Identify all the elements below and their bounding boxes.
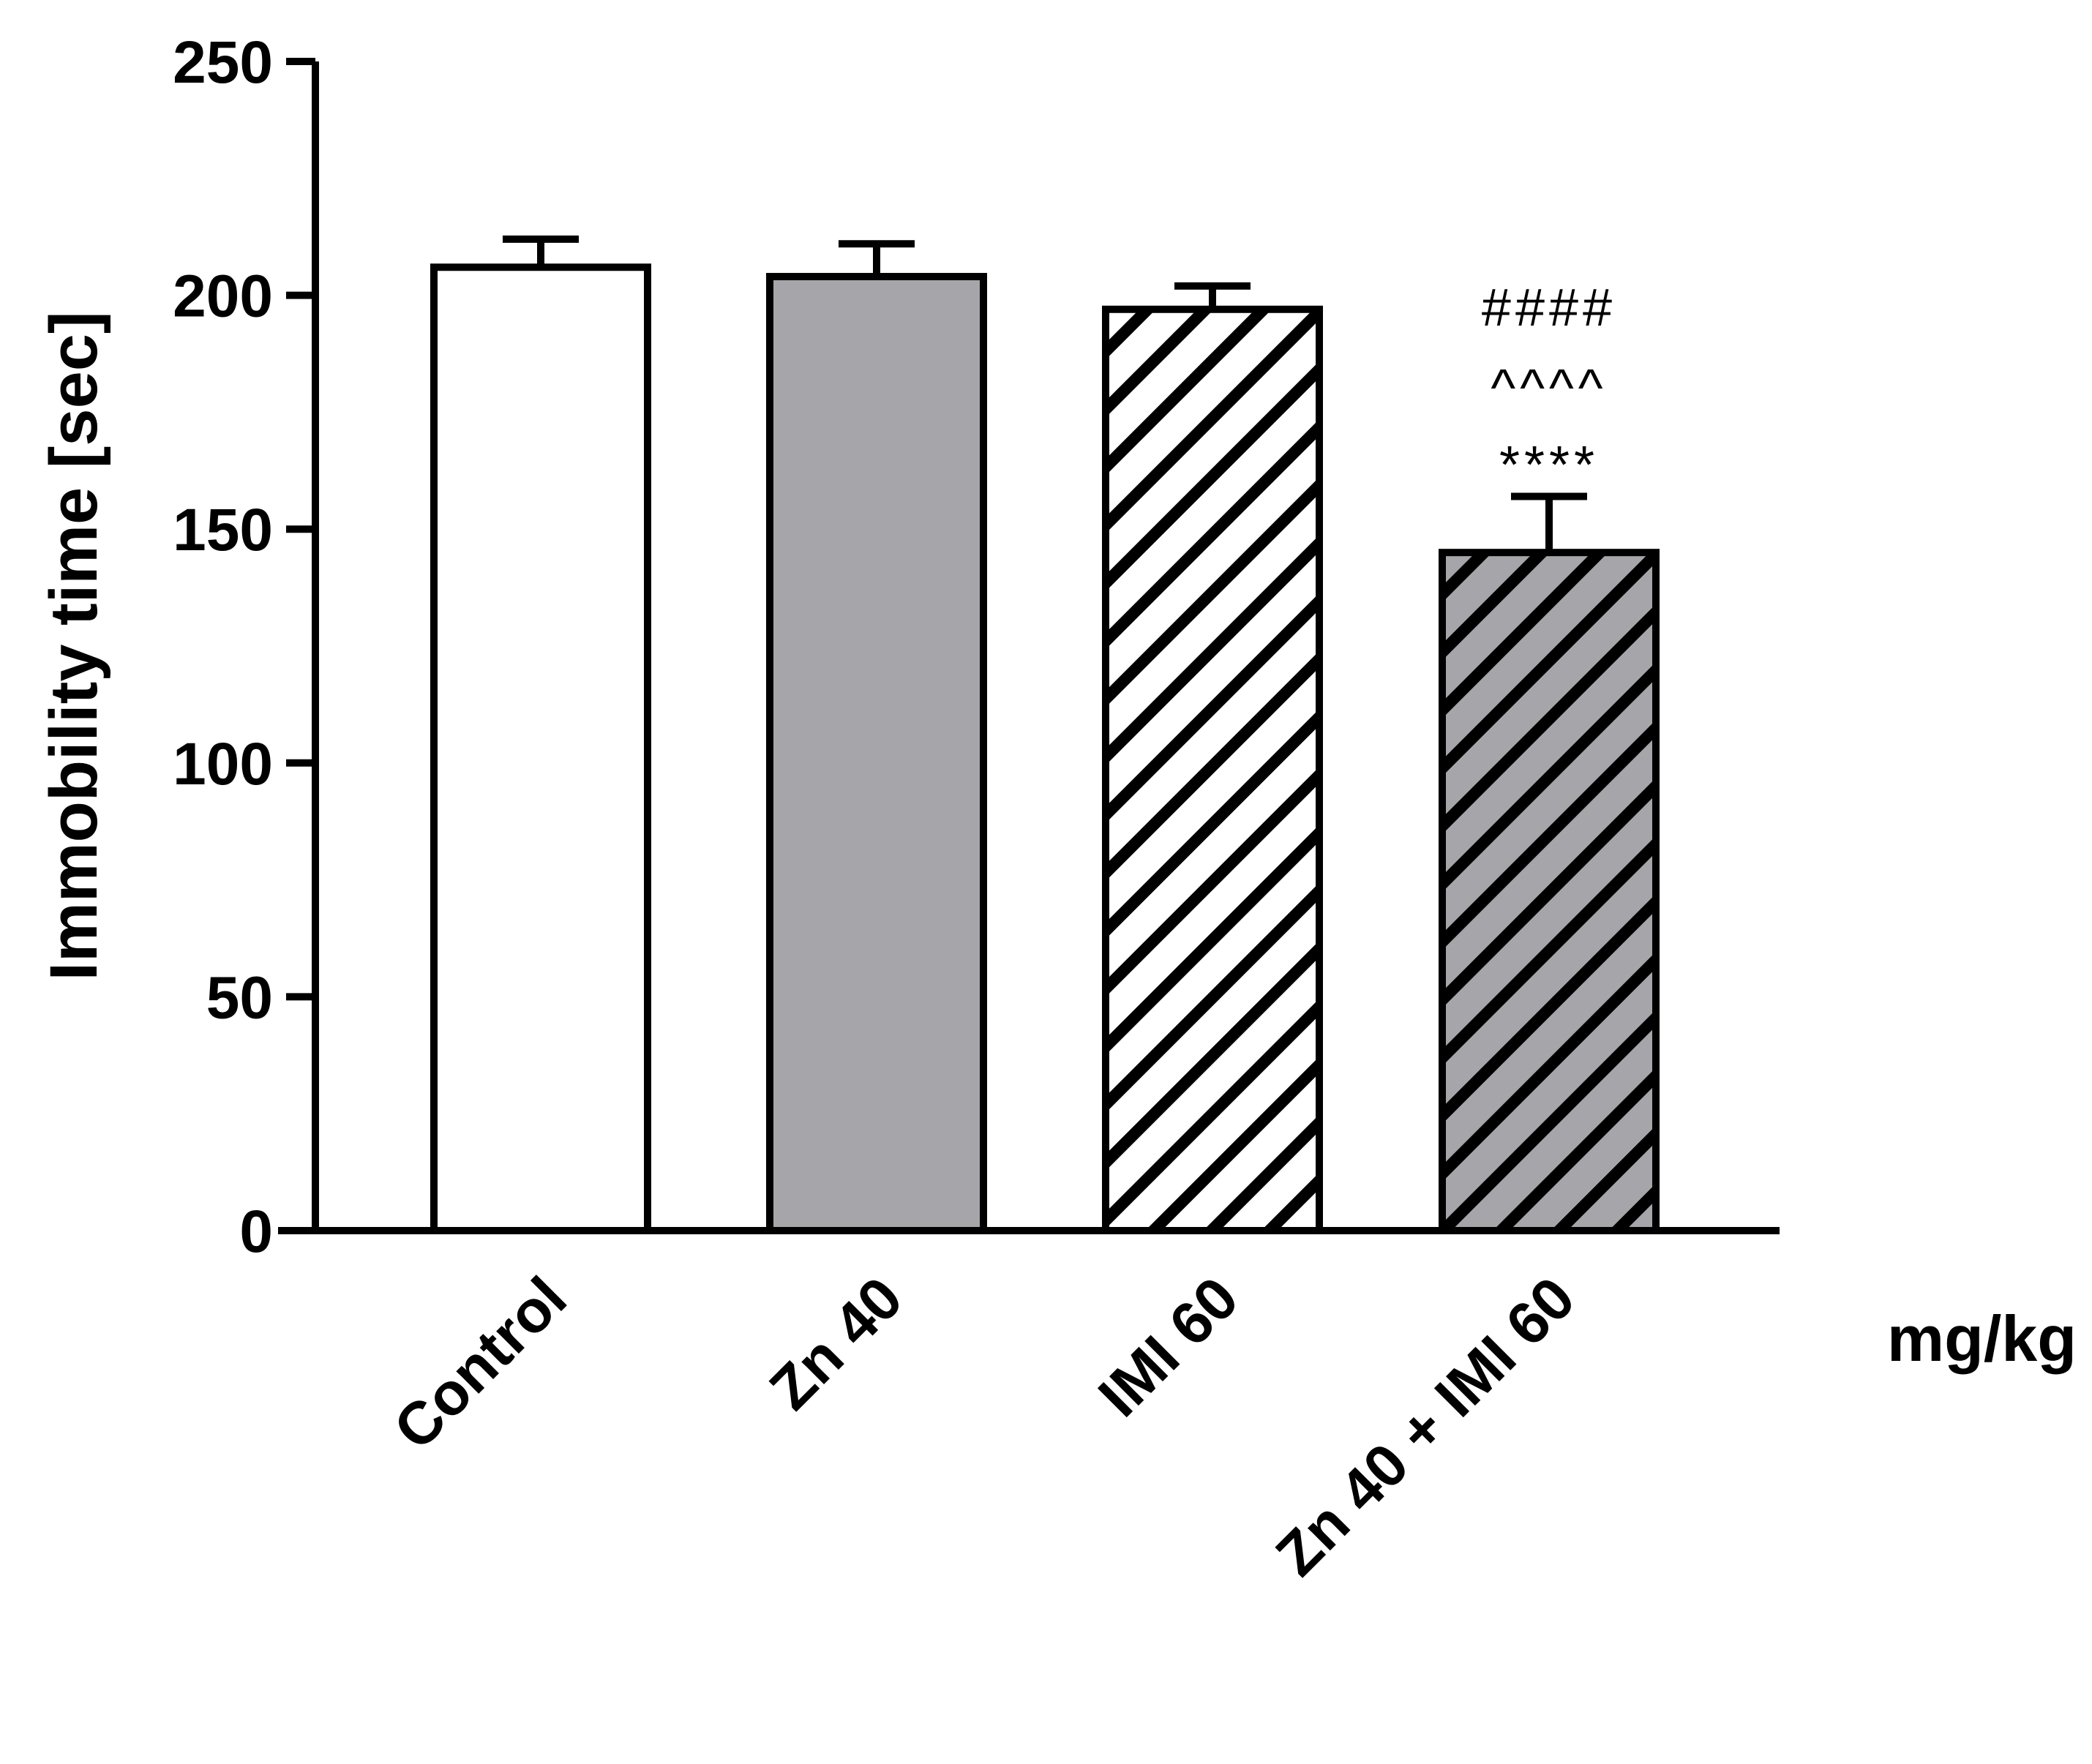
y-axis-title: Immobility time [sec] xyxy=(37,311,111,980)
y-tick-label: 50 xyxy=(206,964,273,1031)
y-tick-label: 0 xyxy=(239,1198,273,1265)
y-tick-label: 250 xyxy=(173,29,273,96)
significance-marks: #### ^^^^ **** xyxy=(1482,279,1616,495)
significance-mark: #### xyxy=(1482,279,1616,337)
category-label: Zn 40 xyxy=(757,1264,915,1422)
significance-mark: **** xyxy=(1499,436,1599,495)
category-labels: Control Zn 40 IMI 60 Zn 40 + IMI 60 xyxy=(381,1264,1587,1588)
bar-1 xyxy=(430,263,651,1234)
unit-label: mg/kg xyxy=(1887,1302,2077,1375)
bar-2 xyxy=(766,273,987,1235)
category-label: Zn 40 + IMI 60 xyxy=(1264,1264,1588,1588)
bar-4 xyxy=(1439,549,1660,1234)
y-tick-label: 200 xyxy=(173,263,273,330)
y-tick-label: 150 xyxy=(173,497,273,563)
category-label: IMI 60 xyxy=(1086,1264,1251,1429)
y-ticks: 0 50 100 150 200 250 xyxy=(173,29,315,1265)
category-label: Control xyxy=(381,1264,579,1462)
bars xyxy=(430,263,1660,1235)
significance-mark: ^^^^ xyxy=(1491,359,1607,418)
axes xyxy=(278,61,1780,1234)
y-tick-label: 100 xyxy=(173,731,273,797)
error-bars xyxy=(503,235,1587,553)
bar-3 xyxy=(1102,305,1323,1234)
